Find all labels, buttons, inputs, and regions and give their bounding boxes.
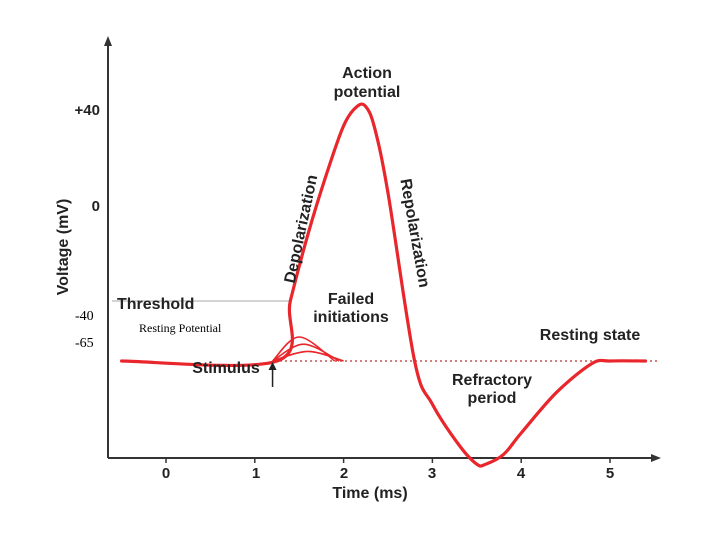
- x-tick-label: 0: [162, 465, 170, 482]
- y-axis-arrow-icon: [104, 36, 112, 46]
- overlay-y-label-threshold: -40: [75, 309, 94, 324]
- action-potential-label: Action: [342, 65, 392, 82]
- depolarization-label: Depolarization: [282, 173, 322, 284]
- y-tick-label: +40: [75, 102, 100, 119]
- resting-state-label: Resting state: [540, 327, 641, 344]
- failed-initiations-label: Failed: [328, 291, 374, 308]
- threshold-label: Threshold: [117, 296, 194, 313]
- repolarization-label: Repolarization: [396, 177, 432, 289]
- overlay-y-label-resting: -65: [75, 336, 94, 351]
- resting-potential-label: Resting Potential: [139, 321, 222, 335]
- y-tick-label: 0: [92, 198, 100, 215]
- x-axis-label: Time (ms): [332, 485, 407, 502]
- x-tick-label: 4: [517, 465, 526, 482]
- x-tick-label: 3: [428, 465, 436, 482]
- x-tick-label: 1: [252, 465, 260, 482]
- stimulus-label: Stimulus: [192, 360, 260, 377]
- refractory-period-label: Refractory: [452, 372, 532, 389]
- refractory-period-label-line2: period: [468, 390, 517, 407]
- failed-initiations-label-line2: initiations: [313, 309, 389, 326]
- x-tick-label: 2: [340, 465, 348, 482]
- y-axis-label: Voltage (mV): [55, 199, 72, 296]
- x-axis-arrow-icon: [651, 454, 661, 462]
- action-potential-line: [122, 104, 646, 466]
- x-tick-label: 5: [606, 465, 614, 482]
- action-potential-label-line2: potential: [334, 84, 401, 101]
